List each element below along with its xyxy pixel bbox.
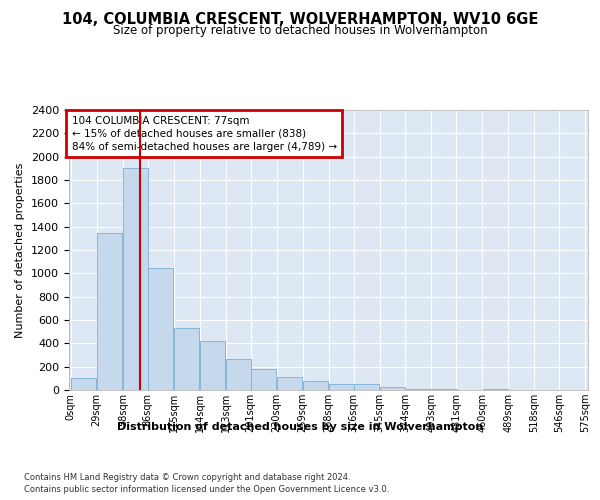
Text: 104, COLUMBIA CRESCENT, WOLVERHAMPTON, WV10 6GE: 104, COLUMBIA CRESCENT, WOLVERHAMPTON, W…	[62, 12, 538, 28]
Bar	[148, 268, 173, 390]
Bar	[380, 386, 405, 390]
Y-axis label: Number of detached properties: Number of detached properties	[16, 162, 25, 338]
Bar	[277, 377, 302, 390]
Text: 104 COLUMBIA CRESCENT: 77sqm
← 15% of detached houses are smaller (838)
84% of s: 104 COLUMBIA CRESCENT: 77sqm ← 15% of de…	[71, 116, 337, 152]
Text: Contains public sector information licensed under the Open Government Licence v3: Contains public sector information licen…	[24, 485, 389, 494]
Bar	[226, 358, 251, 390]
Bar	[303, 381, 328, 390]
Bar	[354, 384, 379, 390]
Bar	[251, 369, 276, 390]
Bar	[174, 328, 199, 390]
Bar	[329, 384, 354, 390]
Bar	[200, 341, 225, 390]
Text: Size of property relative to detached houses in Wolverhampton: Size of property relative to detached ho…	[113, 24, 487, 37]
Text: Contains HM Land Registry data © Crown copyright and database right 2024.: Contains HM Land Registry data © Crown c…	[24, 472, 350, 482]
Bar	[123, 168, 148, 390]
Text: Distribution of detached houses by size in Wolverhampton: Distribution of detached houses by size …	[117, 422, 483, 432]
Bar	[71, 378, 96, 390]
Bar	[97, 232, 122, 390]
